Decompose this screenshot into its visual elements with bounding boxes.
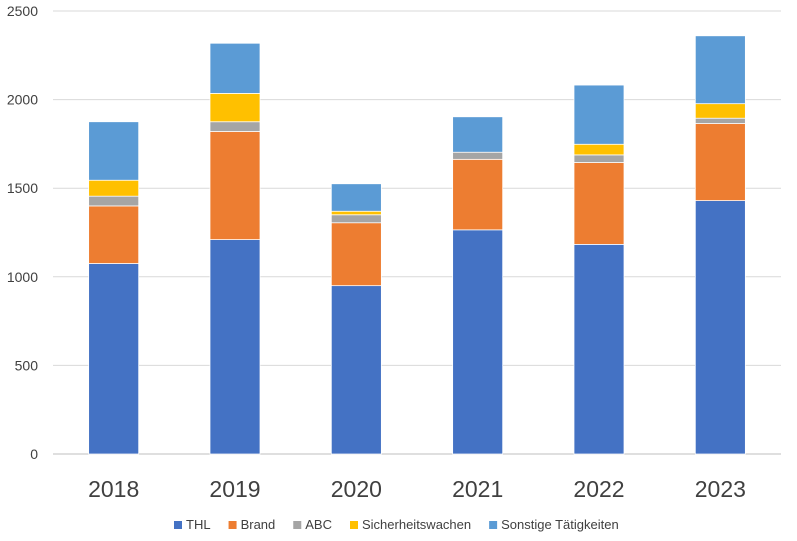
bar-segment [573,84,625,145]
bar-segment [209,42,261,94]
legend: THL Brand ABC Sicherheitswachen Sonstige Tät… [174,517,619,532]
legend-label: Sonstige Tätigkeiten [501,517,619,532]
y-tick-label: 0 [30,446,38,462]
y-tick-label: 500 [15,357,39,373]
bar-segment [694,103,746,119]
bar-segment [330,222,382,287]
bar-segment [573,154,625,163]
bar-segment [573,143,625,156]
y-tick-label: 1000 [7,269,38,285]
bar-segment [209,93,261,123]
legend-swatch [489,521,498,529]
legend-label: Sicherheitswachen [362,517,471,532]
bar-segment [694,200,746,455]
legend-label: THL [186,517,211,532]
x-tick-label: 2019 [209,476,260,502]
x-tick-label: 2020 [331,476,382,502]
x-axis: 2018 2019 2020 2021 2022 2023 [88,476,746,502]
y-tick-label: 1500 [7,180,38,196]
bar-segment [330,214,382,224]
legend-swatch [293,521,302,529]
x-tick-label: 2018 [88,476,139,502]
bar-segment [88,121,140,181]
legend-swatch [350,521,358,529]
bar-segment [88,195,140,207]
bar-segment [330,183,382,212]
bar-segment [330,285,382,455]
bar-segment [452,151,504,160]
legend-label: ABC [305,517,332,532]
gridlines [53,10,781,455]
x-tick-label: 2022 [573,476,624,502]
legend-swatch [174,521,182,529]
legend-swatch [228,521,237,529]
bar-segment [88,263,140,455]
y-tick-label: 2500 [7,3,38,19]
bar-segment [452,229,504,455]
bar-segment [573,162,625,245]
bar-segment [452,158,504,231]
bar-segment [88,179,140,197]
bar-segment [209,121,261,132]
bar-segment [694,117,746,124]
bar-segment [209,131,261,240]
bar-segment [209,239,261,455]
legend-label: Brand [241,517,276,532]
bar-segment [88,205,140,264]
bar-segment [694,35,746,105]
y-axis: 0 500 1000 1500 2000 2500 [7,3,38,462]
x-tick-label: 2023 [695,476,746,502]
bar-segment [452,116,504,153]
bar-segment [573,243,625,455]
bars [88,35,746,455]
y-tick-label: 2000 [7,92,38,108]
bar-segment [694,123,746,201]
bar-segment [330,210,382,216]
x-tick-label: 2021 [452,476,503,502]
